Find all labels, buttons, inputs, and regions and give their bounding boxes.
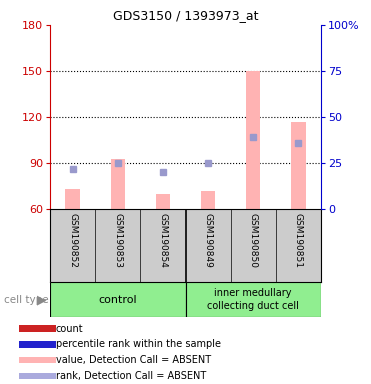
Text: GSM190849: GSM190849: [204, 213, 213, 268]
Text: inner medullary
collecting duct cell: inner medullary collecting duct cell: [207, 288, 299, 311]
Bar: [201, 191, 215, 209]
Text: ▶: ▶: [37, 293, 47, 306]
Bar: [50, 282, 186, 317]
Bar: [111, 159, 125, 209]
Bar: [65, 189, 80, 209]
Text: cell type: cell type: [4, 295, 48, 305]
Text: GSM190851: GSM190851: [294, 213, 303, 268]
Text: control: control: [98, 295, 137, 305]
Text: rank, Detection Call = ABSENT: rank, Detection Call = ABSENT: [56, 371, 206, 381]
Bar: [246, 71, 260, 209]
Title: GDS3150 / 1393973_at: GDS3150 / 1393973_at: [113, 9, 258, 22]
Bar: [291, 122, 306, 209]
Text: GSM190853: GSM190853: [113, 213, 122, 268]
Bar: [156, 194, 170, 209]
Text: percentile rank within the sample: percentile rank within the sample: [56, 339, 221, 349]
Text: GSM190850: GSM190850: [249, 213, 258, 268]
Text: count: count: [56, 324, 83, 334]
Bar: [19, 373, 56, 379]
Bar: [19, 325, 56, 332]
Text: GSM190854: GSM190854: [158, 213, 167, 268]
Text: value, Detection Call = ABSENT: value, Detection Call = ABSENT: [56, 355, 211, 365]
Text: GSM190852: GSM190852: [68, 213, 77, 268]
Bar: [186, 282, 321, 317]
Bar: [19, 341, 56, 348]
Bar: [19, 357, 56, 363]
